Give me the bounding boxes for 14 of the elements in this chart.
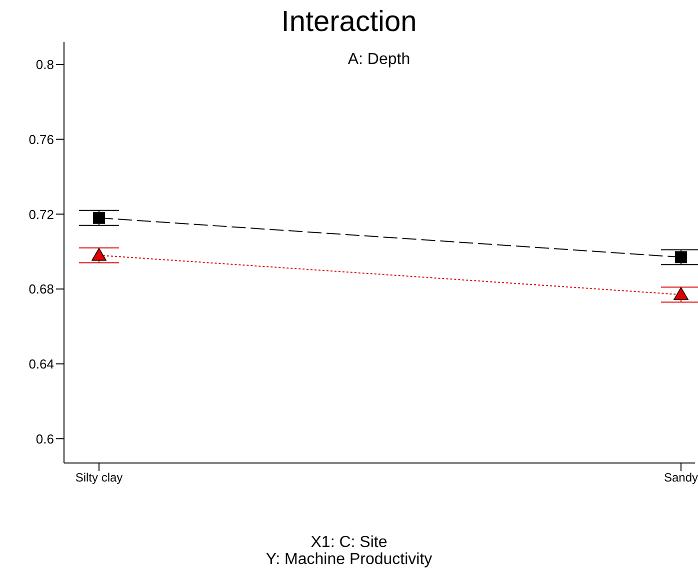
x-tick-label: Silty clay bbox=[75, 470, 123, 485]
point bbox=[93, 212, 105, 224]
y-tick-label: 0.76 bbox=[28, 132, 54, 147]
y-tick-label: 0.68 bbox=[28, 282, 54, 297]
y-tick-label: 0.72 bbox=[28, 206, 54, 222]
y-tick-label: 0.64 bbox=[28, 356, 54, 372]
x-axis-title: X1: C: Site bbox=[310, 534, 388, 551]
point bbox=[675, 251, 687, 264]
x-tick-label: Sandy bbox=[664, 470, 698, 485]
text: Y: Machine Productivity bbox=[264, 551, 434, 568]
chart-title: Interaction bbox=[280, 6, 418, 39]
text: A: Depth bbox=[346, 51, 412, 69]
y-tick-label: 0.8 bbox=[36, 57, 54, 72]
y-tick-label: 0.6 bbox=[36, 431, 54, 446]
